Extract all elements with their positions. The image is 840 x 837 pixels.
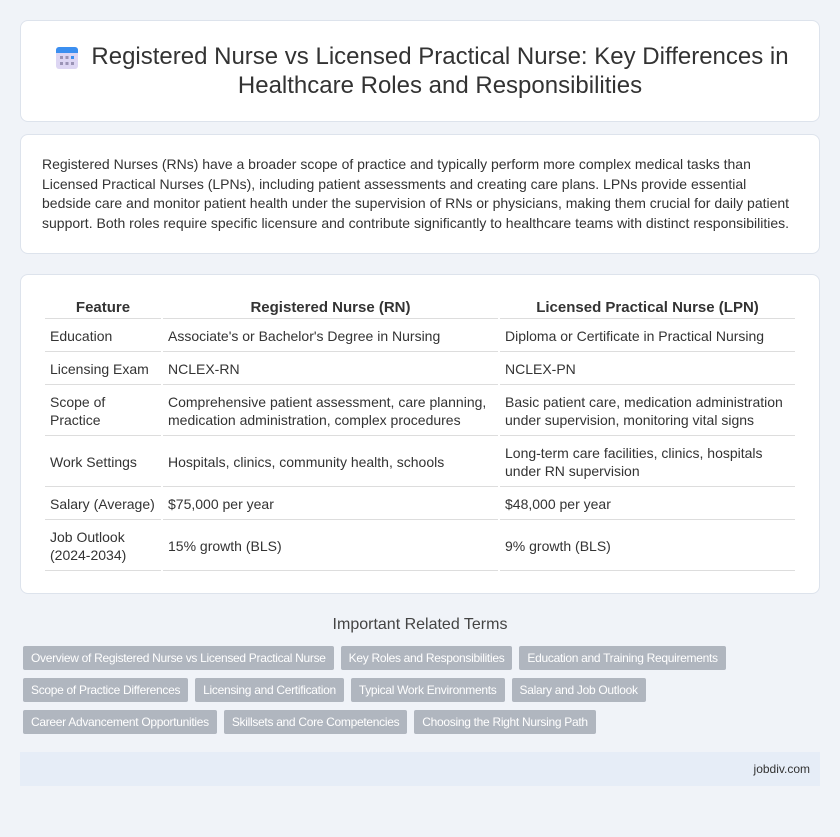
related-term-tag[interactable]: Key Roles and Responsibilities: [340, 646, 513, 670]
cell-feature: Job Outlook (2024-2034): [45, 522, 161, 571]
header-card: Registered Nurse vs Licensed Practical N…: [20, 20, 820, 122]
cell-feature: Scope of Practice: [45, 387, 161, 436]
cell-feature: Work Settings: [45, 438, 161, 487]
cell-lpn: Diploma or Certificate in Practical Nurs…: [500, 321, 795, 352]
table-row: Licensing Exam NCLEX-RN NCLEX-PN: [45, 354, 795, 385]
cell-rn: 15% growth (BLS): [163, 522, 498, 571]
related-term-tag[interactable]: Choosing the Right Nursing Path: [414, 710, 596, 734]
related-terms-list: Overview of Registered Nurse vs Licensed…: [0, 646, 840, 734]
cell-lpn: 9% growth (BLS): [500, 522, 795, 571]
intro-paragraph: Registered Nurses (RNs) have a broader s…: [20, 134, 820, 254]
cell-lpn: Basic patient care, medication administr…: [500, 387, 795, 436]
cell-rn: NCLEX-RN: [163, 354, 498, 385]
table-row: Salary (Average) $75,000 per year $48,000 …: [45, 489, 795, 520]
related-term-tag[interactable]: Skillsets and Core Competencies: [223, 710, 408, 734]
comparison-table: Feature Registered Nurse (RN) Licensed P…: [43, 295, 797, 573]
related-terms-title: Important Related Terms: [332, 616, 508, 633]
cell-feature: Licensing Exam: [45, 354, 161, 385]
cell-rn: Hospitals, clinics, community health, sc…: [163, 438, 498, 487]
related-term-tag[interactable]: Typical Work Environments: [350, 678, 505, 702]
related-term-tag[interactable]: Education and Training Requirements: [519, 646, 726, 670]
col-header-rn: Registered Nurse (RN): [163, 297, 498, 319]
table-row: Work Settings Hospitals, clinics, communi…: [45, 438, 795, 487]
footer-site[interactable]: jobdiv.com: [753, 762, 810, 776]
col-header-lpn: Licensed Practical Nurse (LPN): [500, 297, 795, 319]
cell-rn: $75,000 per year: [163, 489, 498, 520]
cell-lpn: NCLEX-PN: [500, 354, 795, 385]
cell-feature: Salary (Average): [45, 489, 161, 520]
calendar-icon: [56, 47, 78, 69]
cell-lpn: Long-term care facilities, clinics, hosp…: [500, 438, 795, 487]
footer: jobdiv.com: [20, 752, 820, 786]
related-term-tag[interactable]: Career Advancement Opportunities: [23, 710, 217, 734]
related-term-tag[interactable]: Overview of Registered Nurse vs Licensed…: [23, 646, 334, 670]
related-term-tag[interactable]: Salary and Job Outlook: [511, 678, 646, 702]
comparison-table-card: Feature Registered Nurse (RN) Licensed P…: [20, 274, 820, 594]
related-term-tag[interactable]: Scope of Practice Differences: [23, 678, 189, 702]
cell-rn: Comprehensive patient assessment, care p…: [163, 387, 498, 436]
page-title: Registered Nurse vs Licensed Practical N…: [91, 43, 789, 99]
cell-lpn: $48,000 per year: [500, 489, 795, 520]
cell-feature: Education: [45, 321, 161, 352]
table-row: Job Outlook (2024-2034) 15% growth (BLS) 9…: [45, 522, 795, 571]
table-row: Scope of Practice Comprehensive patient a…: [45, 387, 795, 436]
related-term-tag[interactable]: Licensing and Certification: [195, 678, 344, 702]
cell-rn: Associate's or Bachelor's Degree in Nurs…: [163, 321, 498, 352]
table-row: Education Associate's or Bachelor's Degre…: [45, 321, 795, 352]
col-header-feature: Feature: [45, 297, 161, 319]
